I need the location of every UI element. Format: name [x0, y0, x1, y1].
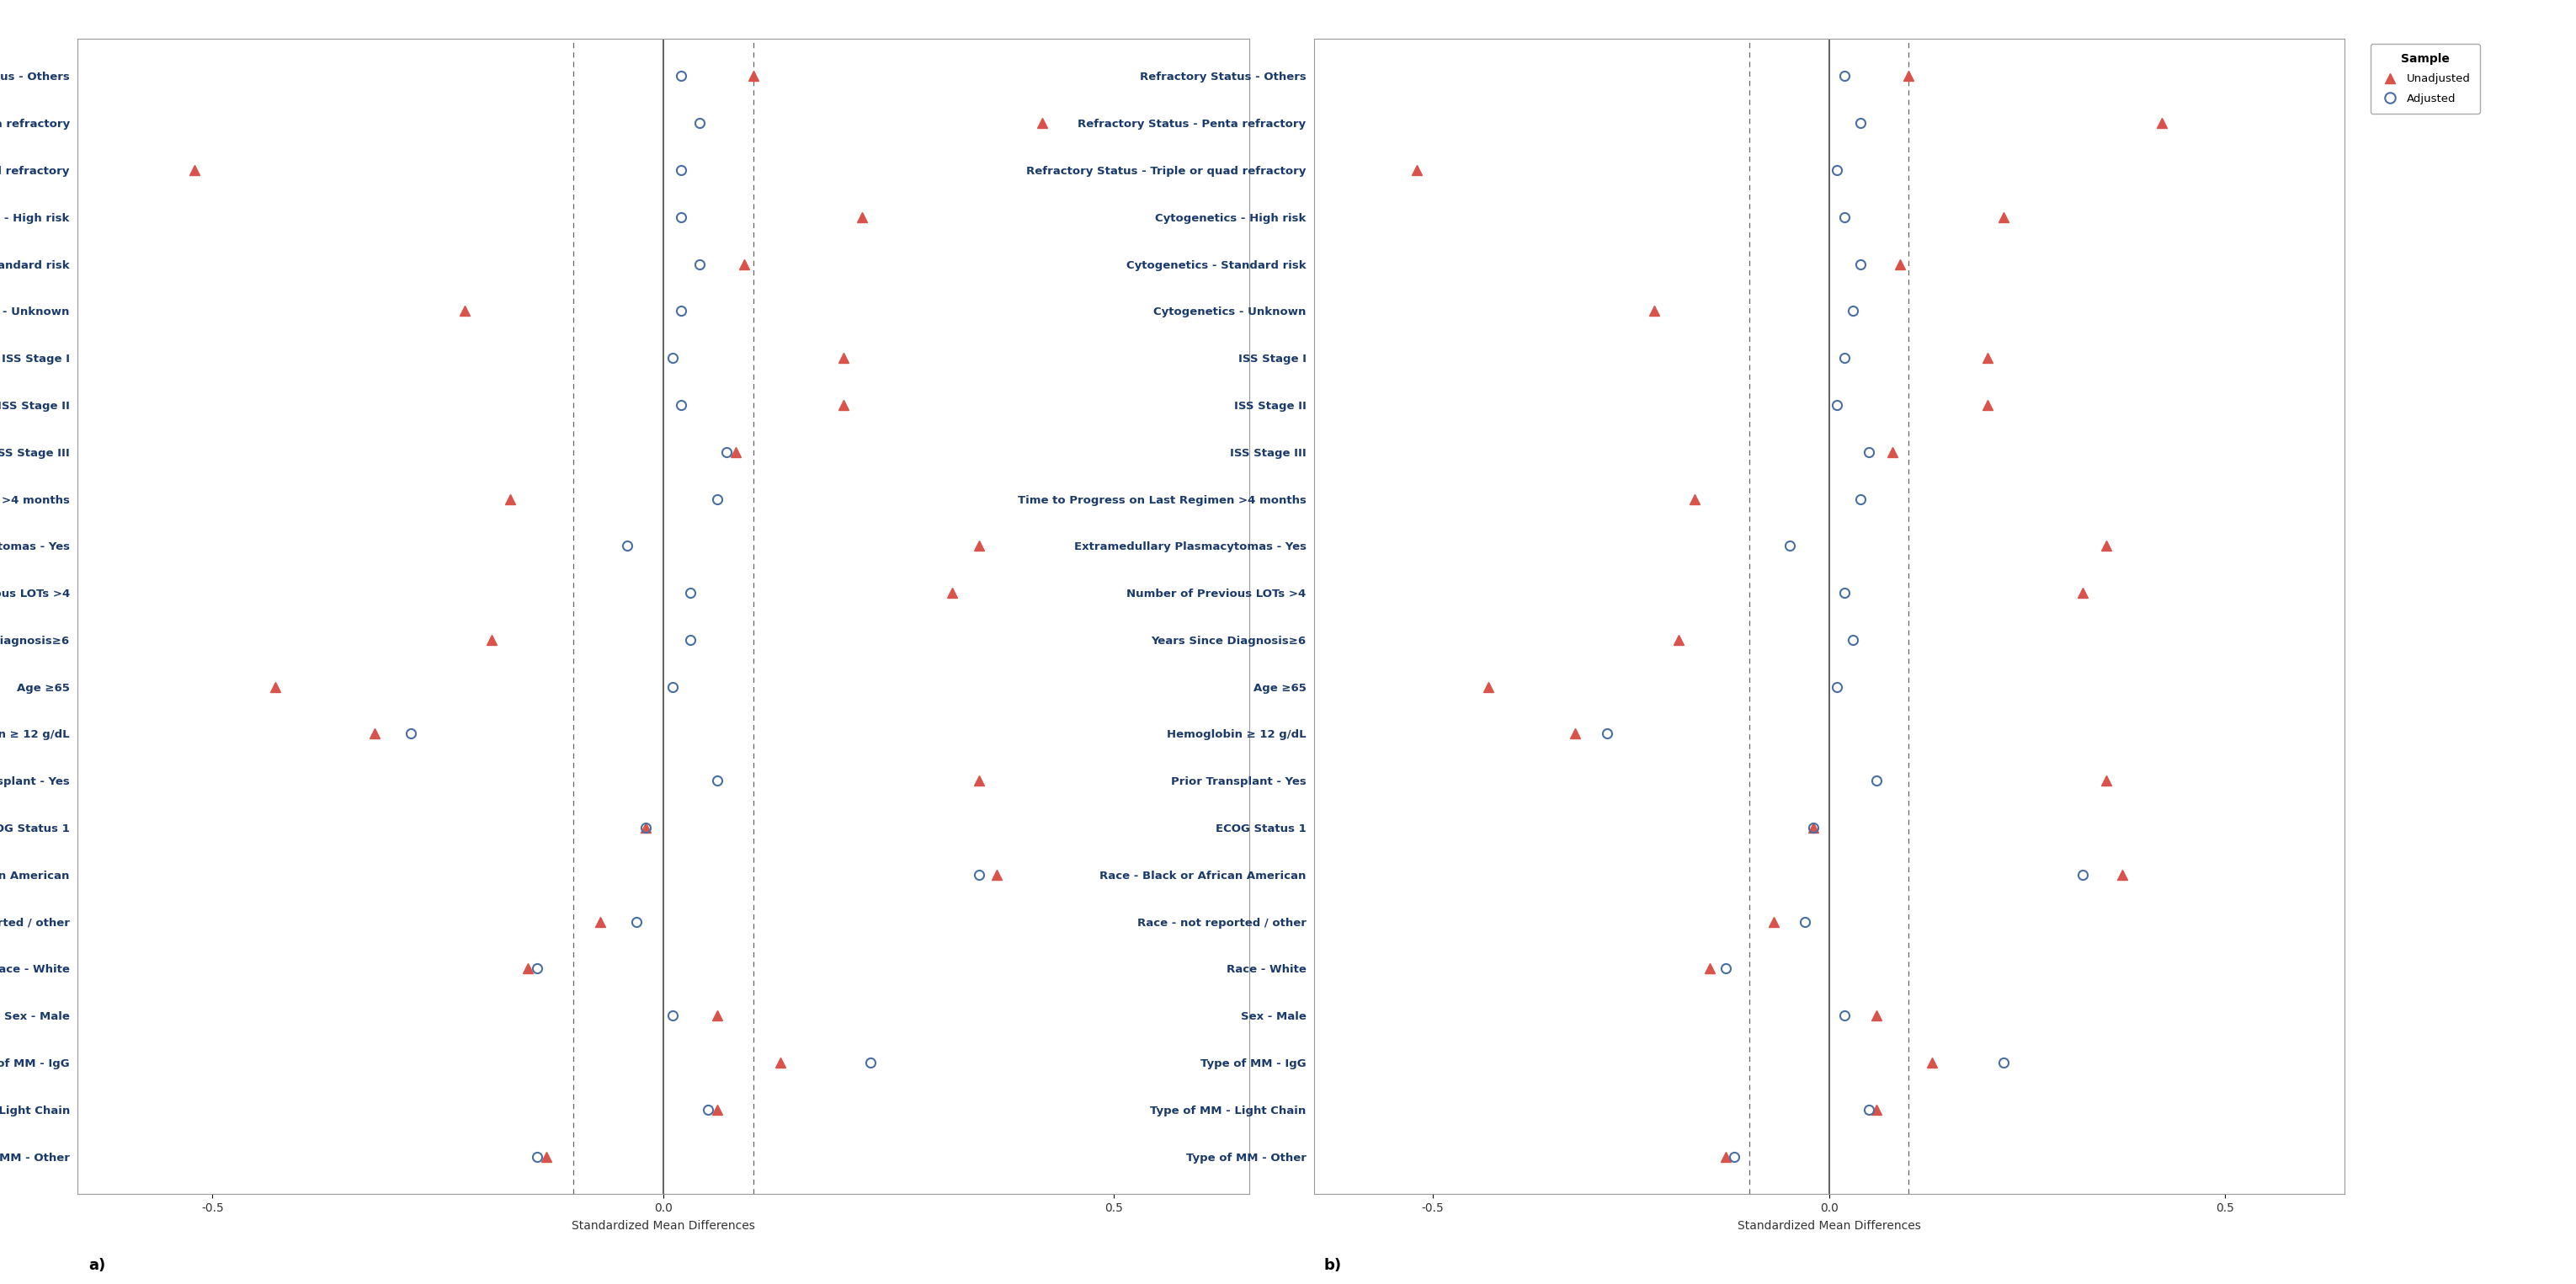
Text: b): b) [1324, 1258, 1342, 1272]
Legend: Unadjusted, Adjusted: Unadjusted, Adjusted [2370, 44, 2481, 113]
X-axis label: Standardized Mean Differences: Standardized Mean Differences [572, 1220, 755, 1231]
Text: a): a) [90, 1258, 106, 1272]
X-axis label: Standardized Mean Differences: Standardized Mean Differences [1736, 1220, 1922, 1231]
